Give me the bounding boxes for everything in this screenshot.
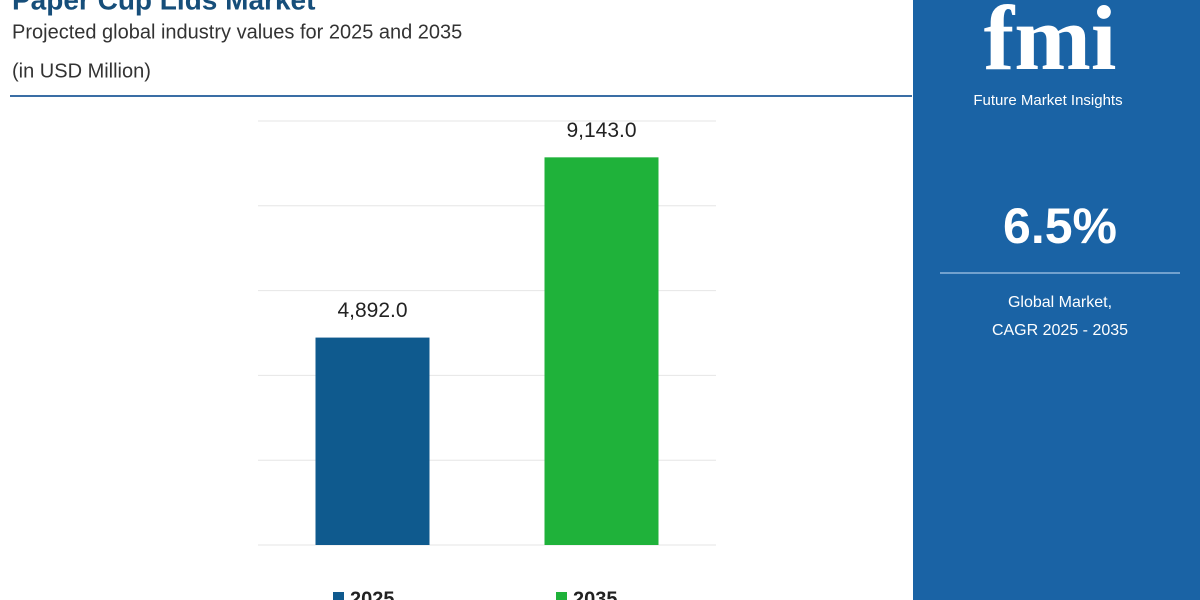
legend-swatch bbox=[333, 592, 344, 600]
chart-title: Paper Cup Lids Market bbox=[12, 0, 315, 15]
units-note: (in USD Million) bbox=[12, 60, 151, 82]
bar bbox=[315, 337, 430, 545]
value-label: 4,892.0 bbox=[337, 299, 407, 322]
legend-swatch bbox=[556, 592, 567, 600]
bar bbox=[544, 157, 659, 546]
legend-label: 2035 bbox=[573, 588, 618, 600]
value-label: 9,143.0 bbox=[566, 119, 636, 142]
logo: fmi bbox=[984, 0, 1117, 89]
cagr-label: CAGR 2025 - 2035 bbox=[992, 322, 1128, 339]
cagr-value: 6.5% bbox=[1003, 198, 1117, 254]
chart-subtitle: Projected global industry values for 202… bbox=[12, 21, 462, 43]
sidebar bbox=[913, 0, 1200, 600]
brand-name: Future Market Insights bbox=[973, 92, 1122, 109]
cagr-label: Global Market, bbox=[1008, 294, 1112, 311]
legend-label: 2025 bbox=[350, 588, 395, 600]
